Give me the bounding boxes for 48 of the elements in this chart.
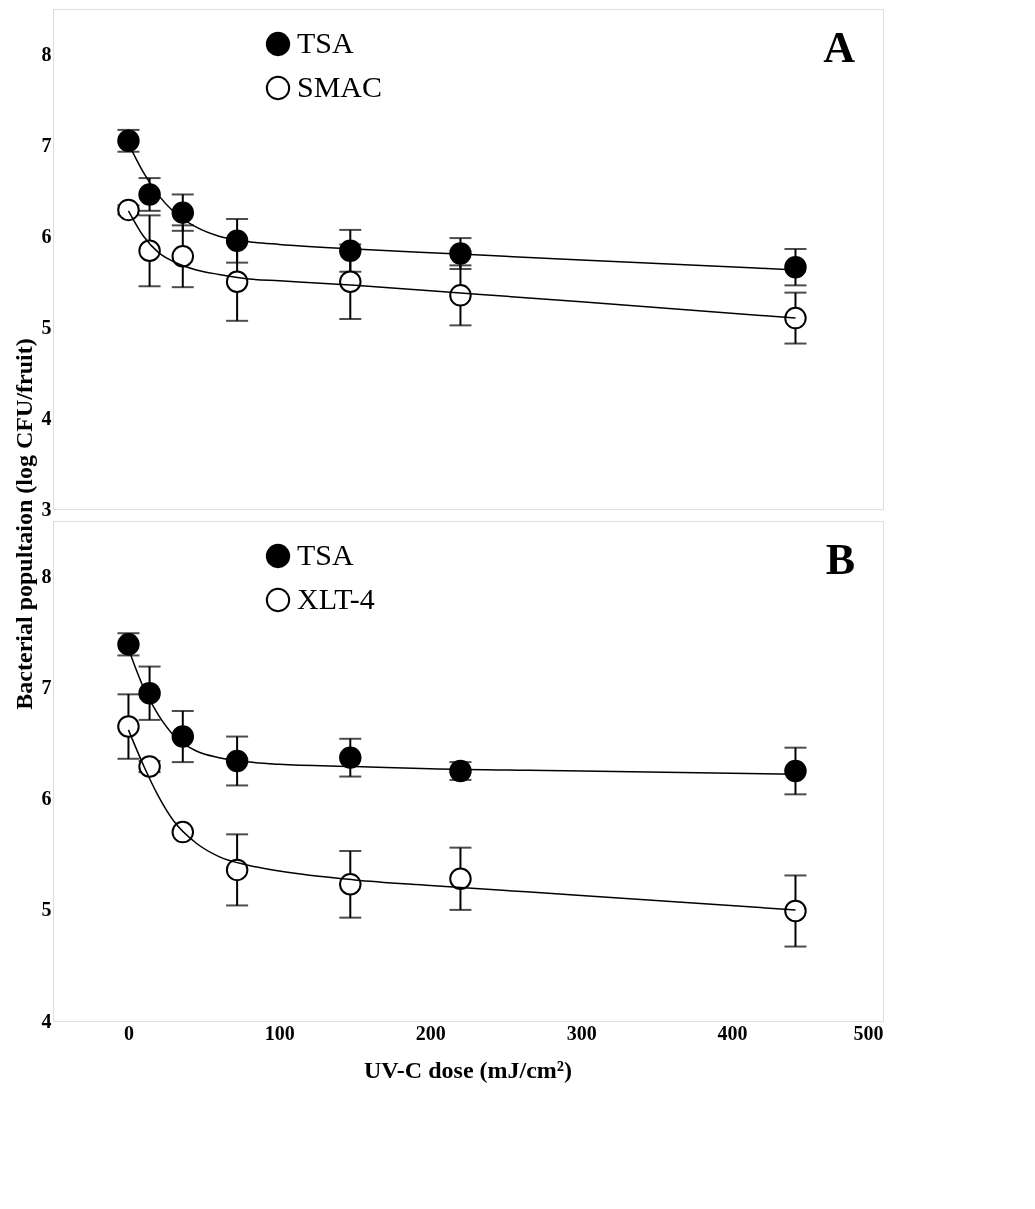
x-axis-title: UV-C dose (mJ/cm²) — [363, 1057, 573, 1083]
x-tick-label: 0 — [123, 1021, 134, 1044]
y-tick-label: 5 — [41, 315, 52, 338]
point — [171, 201, 195, 224]
point — [449, 284, 472, 307]
y-tick-label: 7 — [41, 133, 52, 156]
point — [171, 820, 195, 844]
point — [339, 746, 362, 769]
x-tick-label: 200 — [415, 1021, 446, 1044]
y-tick-label: 4 — [41, 1009, 52, 1032]
y-tick-label: 3 — [41, 497, 52, 520]
legend-label: XLT-4 — [297, 582, 375, 615]
point — [117, 198, 140, 222]
point — [138, 183, 161, 206]
x-tick-label: 400 — [717, 1021, 748, 1044]
annotation: B — [825, 535, 855, 584]
x-tick-label: 100 — [264, 1021, 295, 1044]
legend-label: TSA — [297, 538, 355, 571]
point — [449, 242, 472, 265]
point — [225, 858, 249, 882]
point — [339, 270, 362, 293]
point — [225, 270, 249, 293]
x-tick-label: 500 — [853, 1021, 884, 1044]
point — [171, 245, 195, 268]
annotation: A — [823, 23, 856, 72]
y-tick-label: 6 — [41, 224, 52, 247]
y-axis-title: Bacterial popultaion (log CFU/fruit) — [11, 338, 37, 710]
point — [138, 755, 161, 778]
point — [784, 759, 807, 783]
legend-label: SMAC — [297, 70, 383, 103]
y-tick-label: 6 — [41, 787, 52, 810]
point — [339, 873, 362, 896]
y-tick-label: 8 — [41, 42, 52, 65]
y-tick-label: 8 — [41, 565, 52, 588]
point — [117, 715, 140, 738]
legend-label: TSA — [297, 26, 355, 59]
point — [784, 306, 807, 330]
point — [784, 255, 807, 279]
y-tick-label: 4 — [41, 406, 52, 429]
y-tick-label: 5 — [41, 898, 52, 921]
y-tick-label: 7 — [41, 676, 52, 699]
point — [784, 899, 807, 923]
point — [171, 725, 195, 748]
point — [138, 239, 161, 263]
point — [225, 749, 249, 773]
point — [138, 682, 161, 705]
x-tick-label: 300 — [566, 1021, 597, 1044]
point — [449, 867, 472, 890]
